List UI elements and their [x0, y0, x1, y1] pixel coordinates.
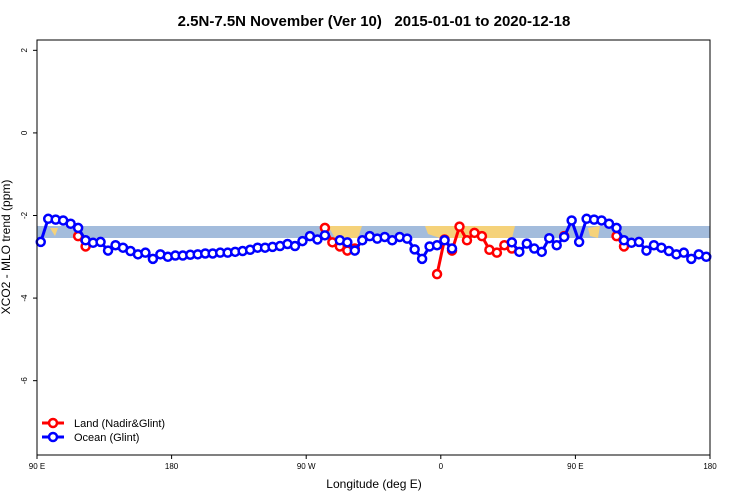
- legend-label: Land (Nadir&Glint): [74, 418, 165, 430]
- land-patch: [328, 226, 362, 238]
- data-point: [431, 239, 443, 251]
- data-point: [95, 236, 106, 248]
- y-tick-label: 0: [20, 130, 29, 135]
- land-patch: [50, 228, 58, 236]
- ocean-band: [37, 226, 710, 238]
- data-point: [409, 244, 420, 255]
- data-point: [573, 236, 585, 248]
- data-point: [461, 235, 473, 246]
- y-tick-label: -6: [20, 377, 29, 385]
- x-tick-label: 90 W: [297, 462, 316, 471]
- y-tick-label: -4: [20, 294, 29, 302]
- land-patch: [588, 226, 600, 238]
- data-point: [476, 230, 488, 242]
- data-point: [401, 233, 413, 244]
- data-point: [633, 236, 645, 248]
- data-point: [65, 218, 76, 230]
- data-point: [439, 235, 450, 246]
- data-point: [611, 222, 622, 234]
- data-point: [558, 231, 570, 243]
- data-point: [446, 243, 458, 254]
- data-point: [357, 235, 368, 246]
- data-point: [349, 245, 361, 256]
- data-point: [312, 234, 323, 245]
- x-tick-label: 0: [439, 462, 444, 471]
- plot-frame: [36, 39, 711, 456]
- data-point: [431, 268, 443, 280]
- y-tick-label: -2: [20, 211, 29, 219]
- y-tick-label: 2: [20, 48, 29, 53]
- data-point: [641, 245, 652, 256]
- x-axis-label: Longitude (deg E): [326, 477, 421, 491]
- data-point: [147, 253, 159, 265]
- data-point: [297, 235, 308, 247]
- y-axis-label: XCO2 - MLO trend (ppm): [0, 180, 13, 315]
- x-tick-label: 180: [165, 462, 179, 471]
- data-point: [686, 253, 697, 265]
- x-tick-label: 90 E: [29, 462, 45, 471]
- x-tick-label: 180: [703, 462, 717, 471]
- data-point: [551, 239, 562, 251]
- legend-label: Ocean (Glint): [74, 432, 139, 444]
- data-point: [514, 246, 525, 258]
- data-point: [536, 246, 547, 258]
- plot-area: [35, 213, 712, 280]
- data-point: [543, 232, 555, 244]
- x-tick-label: 90 E: [567, 462, 583, 471]
- chart-title: 2.5N-7.5N November (Ver 10) 2015-01-01 t…: [178, 13, 571, 30]
- data-point: [701, 251, 712, 263]
- data-point: [566, 215, 577, 226]
- data-point: [416, 253, 428, 265]
- data-point: [506, 237, 518, 248]
- data-point: [140, 247, 151, 258]
- data-point: [521, 238, 533, 249]
- legend-marker: [47, 417, 59, 429]
- legend-marker: [47, 431, 59, 443]
- data-point: [72, 222, 84, 234]
- data-point: [454, 221, 465, 232]
- data-point: [603, 218, 615, 230]
- data-point: [289, 240, 301, 252]
- data-point: [102, 245, 114, 256]
- data-point: [319, 230, 331, 241]
- data-point: [35, 236, 46, 248]
- data-point: [491, 247, 503, 258]
- data-point: [678, 247, 690, 258]
- data-point: [342, 237, 353, 248]
